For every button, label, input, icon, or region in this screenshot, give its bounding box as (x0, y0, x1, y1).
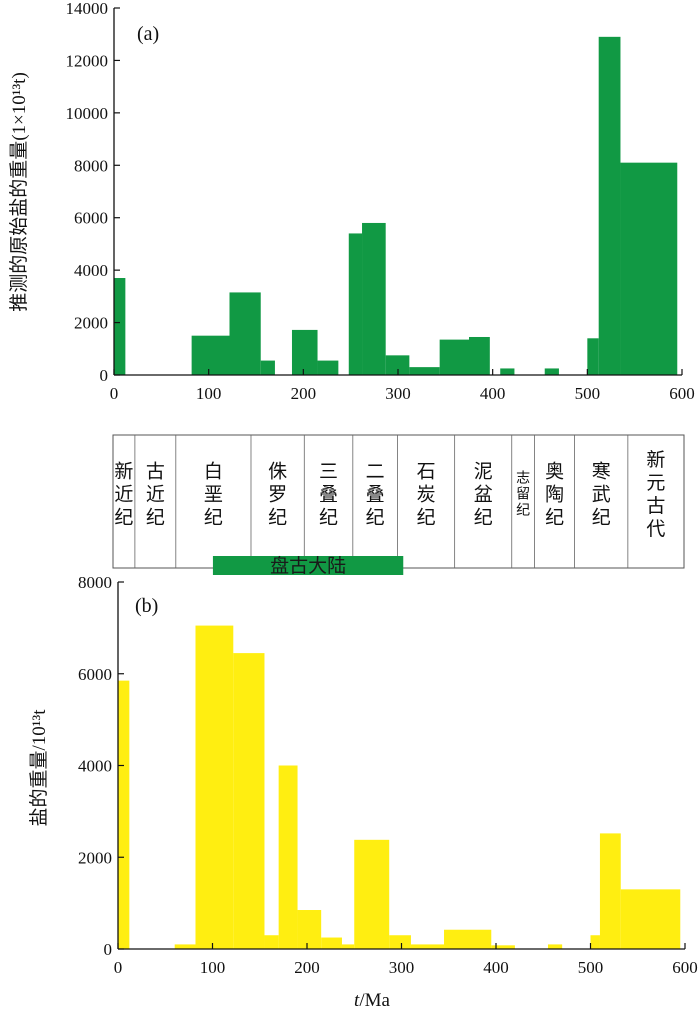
period-label-2: 白垩纪 (204, 461, 223, 529)
panel-a-bar-13 (544, 368, 559, 375)
panel-a-bar-14 (587, 338, 599, 375)
panel-a-xtick-label-300: 300 (385, 384, 411, 403)
panel-a-bar-0 (114, 278, 126, 375)
panel-a-bar-10 (439, 339, 469, 375)
panel-b-bar-1 (174, 944, 196, 949)
panel-b-bar-11 (410, 944, 445, 949)
panel-a-ylabel: 推测的原始盐的重量(1×10¹³t) (8, 72, 30, 312)
panel-a-xtick-label-0: 0 (110, 384, 119, 403)
panel-b-label: (b) (135, 595, 158, 617)
panel-a-ytick-label-2000: 2000 (74, 314, 108, 333)
period-label-5: 二叠纪 (366, 462, 385, 529)
panel-b-bar-16 (599, 833, 621, 949)
period-label-0: 新近纪 (114, 461, 133, 529)
panel-a-ytick-label-12000: 12000 (66, 51, 109, 70)
panel-b-xlabel-group: t/Ma (354, 990, 390, 1011)
panel-a-bar-9 (409, 367, 440, 375)
panel-a-bar-4 (291, 329, 318, 375)
panel-a-bar-11 (469, 336, 490, 375)
panel-b-bar-2 (195, 625, 234, 949)
period-label-4: 三叠纪 (319, 462, 338, 529)
panel-b-xtick-label-400: 400 (483, 958, 509, 977)
panel-a-ytick-label-14000: 14000 (66, 0, 109, 18)
panel-b-bar-15 (590, 935, 600, 949)
panel-b-bar-17 (620, 889, 681, 949)
panel-b-bar-13 (491, 945, 515, 949)
panel-a-bar-3 (260, 360, 275, 375)
period-label-9: 奥陶纪 (545, 461, 564, 529)
panel-b-bar-10 (389, 935, 411, 949)
panel-a-bar-15 (598, 36, 621, 375)
panel-a-xtick-label-600: 600 (669, 384, 695, 403)
panel-a-bar-7 (362, 222, 386, 375)
panel-b-ylabel: 盐的重量/10¹³t (28, 709, 50, 827)
panel-a-bar-8 (385, 355, 410, 375)
pangaea-label: 盘古大陆 (270, 555, 346, 577)
panel-a-bar-2 (229, 292, 261, 375)
panel-b-ytick-label-2000: 2000 (78, 848, 112, 867)
panel-b-bar-12 (444, 929, 492, 949)
panel-a-ytick-label-10000: 10000 (66, 104, 109, 123)
panel-b-ytick-label-8000: 8000 (78, 573, 112, 592)
panel-b-bars (118, 625, 681, 949)
panel-b-bar-14 (547, 944, 563, 949)
pangaea-bar (212, 556, 404, 575)
panel-a-bars (114, 36, 678, 375)
panel-a-label: (a) (137, 23, 159, 45)
panel-a-bar-6 (348, 233, 363, 375)
panel-a-ytick-label-8000: 8000 (74, 156, 108, 175)
panel-b-bar-9 (354, 839, 390, 949)
panel-b-bar-4 (264, 935, 279, 949)
panel-a-xtick-label-200: 200 (291, 384, 317, 403)
period-label-7: 泥盆纪 (474, 461, 493, 529)
period-label-10: 寒武纪 (592, 461, 611, 529)
panel-b-bar-7 (321, 937, 342, 949)
panel-a-bar-12 (500, 368, 515, 375)
panel-a-xtick-label-500: 500 (575, 384, 601, 403)
panel-a-xtick-label-400: 400 (480, 384, 506, 403)
panel-b-ytick-label-6000: 6000 (78, 665, 112, 684)
panel-a-xtick-label-100: 100 (196, 384, 222, 403)
panel-a-bar-1 (191, 335, 230, 375)
panel-b-xtick-label-100: 100 (200, 958, 226, 977)
panel-b-bar-3 (233, 653, 265, 949)
panel-b-ytick-label-4000: 4000 (78, 757, 112, 776)
panel-b-xtick-label-0: 0 (114, 958, 123, 977)
period-label-11: 新元古代 (646, 449, 665, 540)
panel-b-xlabel: t/Ma (354, 990, 390, 1011)
panel-a-chart: 0 100 200 300 400 500 600020004000600080001000… (8, 0, 695, 403)
period-label-3: 侏罗纪 (268, 461, 287, 529)
panel-b-ytick-label-0: 0 (104, 940, 113, 959)
panel-a-axes: 0 100 200 300 400 500 600020004000600080001000… (66, 0, 695, 403)
panel-b-bar-0 (118, 680, 130, 949)
panel-b-bar-8 (341, 944, 355, 949)
panel-b-xtick-label-500: 500 (578, 958, 604, 977)
panel-b-xtick-label-300: 300 (389, 958, 415, 977)
panel-b-xtick-label-200: 200 (294, 958, 320, 977)
panel-a-bar-16 (620, 162, 678, 375)
panel-a-ytick-label-0: 0 (100, 366, 109, 385)
panel-b-bar-6 (297, 910, 322, 949)
panel-b-bar-5 (278, 765, 298, 949)
panel-a-bar-5 (317, 360, 339, 375)
panel-a-ytick-label-4000: 4000 (74, 261, 108, 280)
panel-b-xtick-label-600: 600 (672, 958, 698, 977)
period-label-1: 古近纪 (146, 461, 165, 529)
period-label-8: 志留纪 (516, 471, 530, 519)
period-label-6: 石炭纪 (417, 462, 436, 529)
panel-a-ytick-label-6000: 6000 (74, 209, 108, 228)
